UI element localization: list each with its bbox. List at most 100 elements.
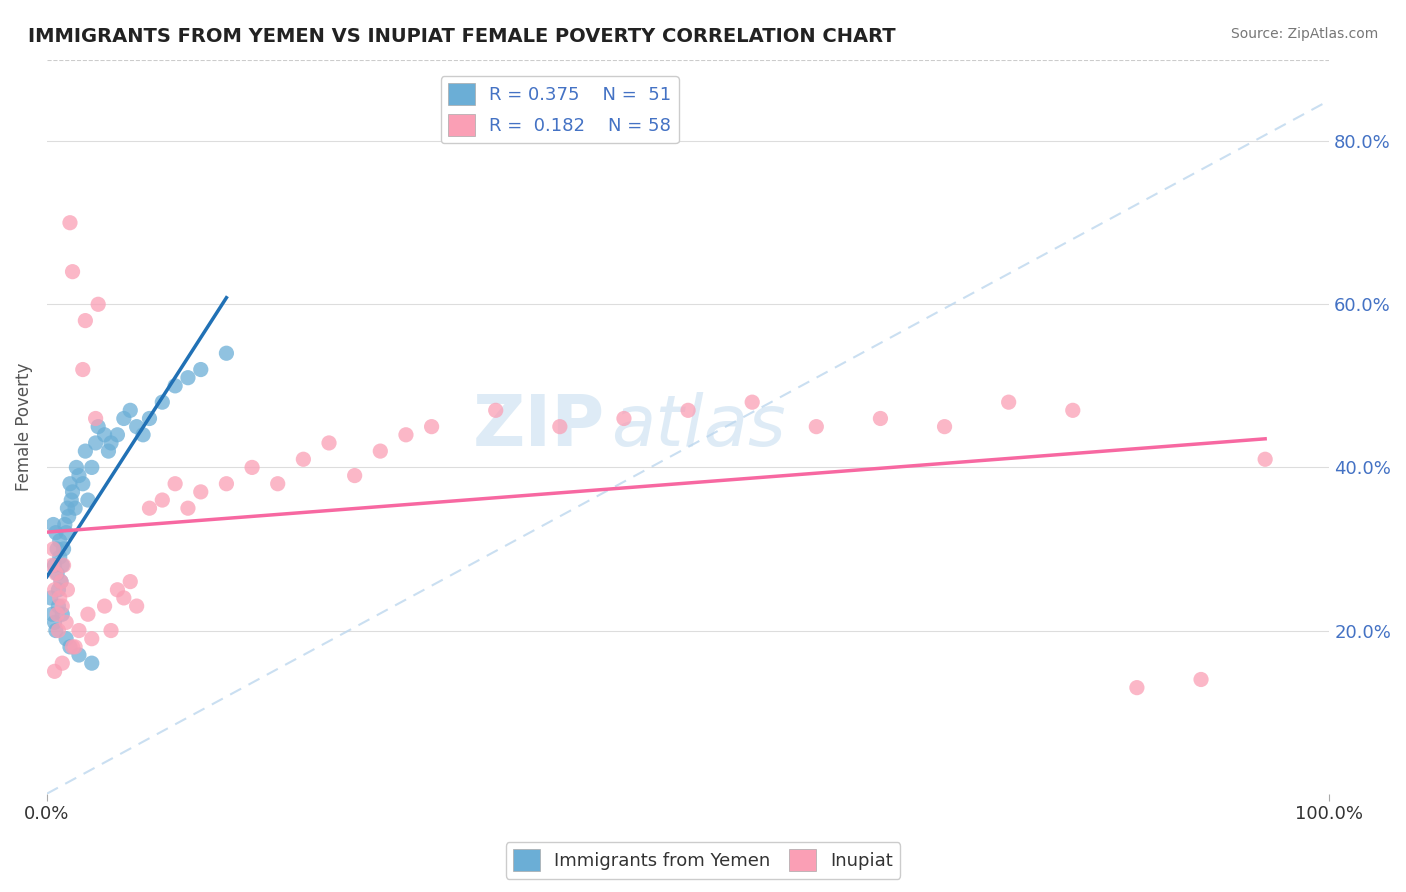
Point [112,411,135,425]
Point [215,476,238,491]
Point [190,484,212,499]
Point [67,648,90,662]
Point [190,362,212,376]
Point [87,419,110,434]
Point [80,632,103,646]
Point [49,574,72,589]
Text: atlas: atlas [612,392,786,461]
Point [80,460,103,475]
Point [72,362,94,376]
Point [39,591,62,605]
Point [485,403,508,417]
Point [72,476,94,491]
Point [806,419,828,434]
Point [93,427,115,442]
Point [112,591,135,605]
Point [55,632,77,646]
Text: ZIP: ZIP [472,392,605,461]
Point [46,541,69,556]
Point [80,656,103,670]
Point [62,484,84,499]
Point [215,346,238,360]
Point [51,656,73,670]
Point [120,574,142,589]
Text: IMMIGRANTS FROM YEMEN VS INUPIAT FEMALE POVERTY CORRELATION CHART: IMMIGRANTS FROM YEMEN VS INUPIAT FEMALE … [28,27,896,45]
Point [44,615,66,630]
Point [63,640,86,654]
Point [75,313,97,327]
Point [318,436,340,450]
Point [45,525,67,540]
Point [395,427,418,442]
Point [67,468,90,483]
Point [42,541,65,556]
Point [45,566,67,581]
Point [100,436,122,450]
Point [48,624,70,638]
Point [120,403,142,417]
Point [52,541,75,556]
Point [177,501,200,516]
Point [548,419,571,434]
Point [676,403,699,417]
Point [67,624,90,638]
Point [58,509,80,524]
Point [62,640,84,654]
Point [165,476,187,491]
Point [45,624,67,638]
Point [138,411,160,425]
Point [100,624,122,638]
Point [93,599,115,613]
Point [59,640,82,654]
Point [420,419,443,434]
Point [1254,452,1277,467]
Point [150,493,173,508]
Point [53,517,76,532]
Point [150,395,173,409]
Legend: Immigrants from Yemen, Inupiat: Immigrants from Yemen, Inupiat [506,842,900,879]
Point [613,411,636,425]
Point [48,533,70,548]
Point [997,395,1019,409]
Point [56,582,79,597]
Point [75,444,97,458]
Point [44,665,66,679]
Point [177,370,200,384]
Point [292,452,315,467]
Point [60,493,83,508]
Point [51,607,73,622]
Point [368,444,391,458]
Point [1126,681,1149,695]
Point [42,517,65,532]
Point [125,419,148,434]
Point [51,599,73,613]
Point [1189,673,1212,687]
Point [48,591,70,605]
Point [132,427,155,442]
Point [84,411,107,425]
Legend: R = 0.375    N =  51, R =  0.182    N = 58: R = 0.375 N = 51, R = 0.182 N = 58 [440,76,679,144]
Point [46,566,69,581]
Point [59,216,82,230]
Point [41,607,63,622]
Point [84,436,107,450]
Point [87,297,110,311]
Point [1062,403,1084,417]
Point [741,395,763,409]
Y-axis label: Female Poverty: Female Poverty [15,362,32,491]
Point [63,501,86,516]
Point [165,379,187,393]
Point [65,460,87,475]
Point [267,476,290,491]
Point [59,476,82,491]
Point [125,599,148,613]
Point [138,501,160,516]
Point [55,615,77,630]
Point [869,411,891,425]
Point [55,525,77,540]
Point [52,558,75,573]
Point [107,427,129,442]
Point [51,558,73,573]
Point [46,607,69,622]
Point [343,468,366,483]
